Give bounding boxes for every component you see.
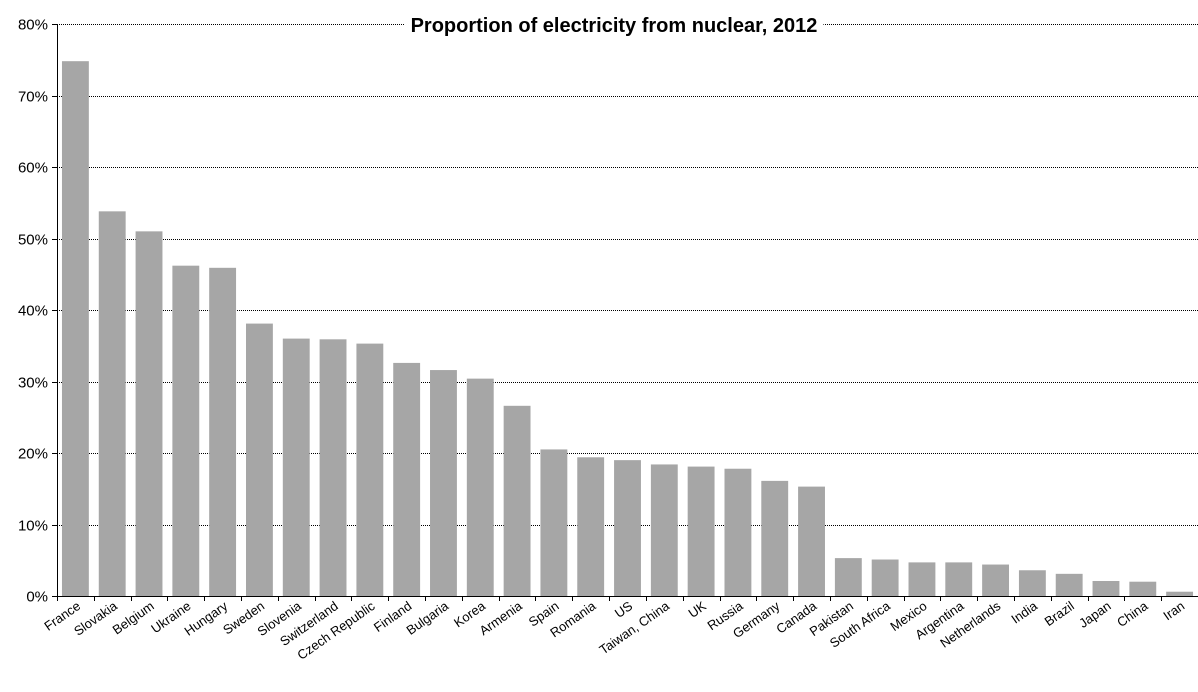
y-tick-label: 0% — [26, 589, 48, 606]
x-tick-label: US — [612, 598, 636, 621]
bar-india — [1018, 570, 1046, 596]
bar-us — [614, 460, 641, 596]
bar-russia — [724, 468, 752, 596]
bar-netherlands — [982, 564, 1009, 596]
bar-slovakia — [98, 211, 126, 596]
x-tick-label: Iran — [1160, 598, 1187, 623]
bar-germany — [761, 480, 789, 596]
bar-argentina — [945, 562, 973, 596]
bar-brazil — [1055, 573, 1083, 596]
bar-ukraine — [172, 265, 200, 596]
x-tick-label: China — [1114, 598, 1151, 630]
bar-armenia — [503, 405, 531, 596]
bar-sweden — [246, 323, 273, 596]
bar-uk — [687, 466, 715, 596]
y-tick-label: 80% — [18, 17, 48, 34]
x-tick-label: Taiwan, China — [597, 598, 673, 658]
x-tick-label: Bulgaria — [404, 598, 452, 638]
bar-south-africa — [871, 559, 899, 596]
bar-hungary — [209, 267, 237, 596]
y-tick-label: 70% — [18, 89, 48, 106]
x-tick-label: UK — [685, 598, 709, 621]
bar-china — [1129, 581, 1157, 596]
x-tick-label: Brazil — [1042, 598, 1077, 629]
axes — [52, 24, 1198, 601]
y-tick-labels: 0% 10% 20% 30% 40% 50% 60% 70% 80% — [18, 17, 48, 606]
y-tick-label: 50% — [18, 232, 48, 249]
bar-romania — [577, 457, 605, 596]
x-tick-label: Belgium — [110, 598, 157, 637]
y-tick-label: 30% — [18, 375, 48, 392]
y-tick-label: 10% — [18, 518, 48, 535]
bar-spain — [540, 449, 568, 596]
bar-taiwan-china — [650, 464, 678, 596]
bar-slovenia — [282, 338, 310, 596]
y-tick-label: 60% — [18, 160, 48, 177]
bar-pakistan — [834, 558, 862, 596]
bar-korea — [466, 378, 494, 596]
bars — [61, 61, 1194, 597]
bar-canada — [798, 486, 825, 596]
chart-title-group: Proportion of electricity from nuclear, … — [404, 15, 824, 37]
bar-belgium — [135, 231, 163, 596]
x-tick-labels: FranceSlovakiaBelgiumUkraineHungarySwede… — [41, 598, 1187, 663]
x-tick-label: India — [1008, 598, 1040, 627]
x-tick-label: Armenia — [477, 598, 526, 638]
bar-switzerland — [319, 339, 347, 596]
bar-czech-republic — [356, 343, 384, 596]
x-tick-label: Japan — [1076, 598, 1114, 631]
y-tick-label: 40% — [18, 303, 48, 320]
bar-mexico — [908, 562, 936, 596]
bar-bulgaria — [430, 370, 457, 596]
bar-japan — [1092, 580, 1120, 596]
bar-france — [61, 61, 89, 597]
bar-finland — [393, 362, 421, 596]
y-tick-label: 20% — [18, 446, 48, 463]
chart-title-background — [404, 15, 824, 37]
bar-iran — [1166, 591, 1194, 596]
chart-title: Proportion of electricity from nuclear, … — [411, 15, 818, 37]
